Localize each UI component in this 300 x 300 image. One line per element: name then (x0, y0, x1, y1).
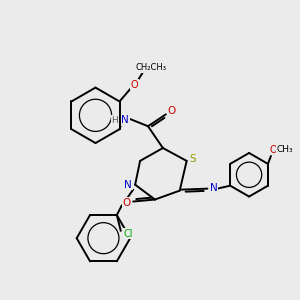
Text: H: H (112, 116, 118, 125)
Text: S: S (189, 154, 196, 164)
Text: CH₂CH₃: CH₂CH₃ (136, 63, 167, 72)
Text: N: N (122, 115, 129, 125)
Text: O: O (122, 197, 130, 208)
Text: N: N (124, 180, 132, 190)
Text: O: O (269, 145, 277, 155)
Text: CH₃: CH₃ (277, 146, 293, 154)
Text: O: O (130, 80, 138, 90)
Text: N: N (209, 183, 217, 193)
Text: O: O (168, 106, 176, 116)
Text: Cl: Cl (124, 229, 134, 239)
